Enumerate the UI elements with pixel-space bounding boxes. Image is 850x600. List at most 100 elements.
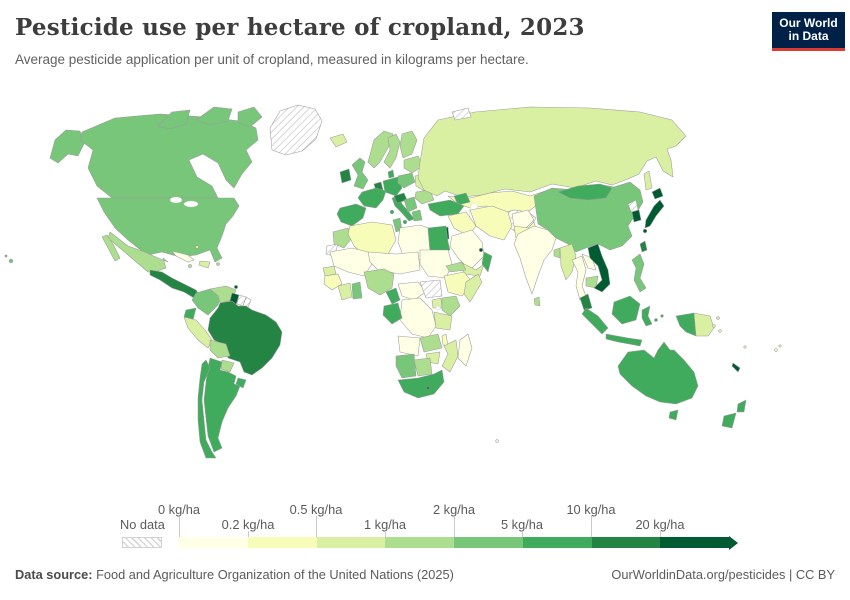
country-mexico-baja[interactable] <box>101 234 121 262</box>
country-trinidad[interactable] <box>234 285 238 289</box>
country-france[interactable] <box>357 187 387 209</box>
country-south-africa[interactable] <box>397 369 445 399</box>
country-fiji[interactable] <box>774 348 778 352</box>
country-morocco[interactable] <box>332 227 353 249</box>
country-ivory-coast[interactable] <box>337 282 353 301</box>
country-namibia[interactable] <box>395 353 417 379</box>
country-south-sudan[interactable] <box>419 279 443 299</box>
country-uk[interactable] <box>351 157 369 190</box>
country-central-african-republic[interactable] <box>397 281 427 301</box>
country-ghana[interactable] <box>351 281 363 300</box>
country-baltics[interactable] <box>403 155 424 174</box>
country-somalia[interactable] <box>463 273 483 303</box>
country-japan-kyushu[interactable] <box>642 228 648 234</box>
country-sudan[interactable] <box>419 249 453 279</box>
country-new-zealand-north[interactable] <box>736 399 747 413</box>
credit-link[interactable]: OurWorldinData.org/pesticides | CC BY <box>611 567 835 582</box>
country-laos[interactable] <box>581 253 597 271</box>
country-thailand[interactable] <box>571 255 587 301</box>
country-russia-sakhalin[interactable] <box>643 170 653 191</box>
country-jamaica[interactable] <box>188 264 192 268</box>
country-cuba[interactable] <box>171 250 195 263</box>
country-usa[interactable] <box>96 197 240 263</box>
legend-segment-2[interactable] <box>247 537 317 548</box>
country-kenya[interactable] <box>441 295 461 317</box>
country-senegal[interactable] <box>322 265 337 277</box>
country-mongolia[interactable] <box>557 183 613 201</box>
country-bahamas[interactable] <box>195 245 199 249</box>
country-hispaniola[interactable] <box>198 260 211 269</box>
country-borneo[interactable] <box>611 295 641 325</box>
country-argentina[interactable] <box>203 357 241 453</box>
country-indonesia-maluku-2[interactable] <box>660 314 664 318</box>
country-bangladesh[interactable] <box>553 247 561 259</box>
country-solomon-islands[interactable] <box>712 324 716 328</box>
country-saudi-arabia[interactable] <box>449 229 485 271</box>
country-indonesia-maluku[interactable] <box>654 318 658 322</box>
island-kerguelen[interactable] <box>495 439 499 443</box>
country-philippines[interactable] <box>631 253 647 293</box>
country-canada-arctic-1[interactable] <box>157 109 191 130</box>
country-cameroon[interactable] <box>385 287 401 305</box>
country-iran[interactable] <box>469 205 513 241</box>
country-japan-honshu[interactable] <box>644 199 665 229</box>
country-madagascar[interactable] <box>457 333 473 367</box>
country-greece[interactable] <box>411 209 423 222</box>
country-zambia[interactable] <box>419 333 443 353</box>
country-eritrea[interactable] <box>445 261 467 273</box>
country-gabon-congo[interactable] <box>382 302 403 325</box>
legend-segment-6[interactable] <box>522 537 592 548</box>
country-nigeria[interactable] <box>363 268 395 296</box>
country-italy-sicily[interactable] <box>402 219 408 225</box>
country-niger-chad[interactable] <box>367 251 421 275</box>
country-fiji-2[interactable] <box>778 344 782 348</box>
legend-segment-7[interactable] <box>591 537 661 548</box>
country-taiwan[interactable] <box>639 240 648 253</box>
country-central-america[interactable] <box>149 269 201 299</box>
country-mauritania-mali[interactable] <box>329 247 373 277</box>
country-arctic-islands[interactable] <box>451 107 472 121</box>
country-south-korea[interactable] <box>631 209 642 223</box>
country-chile[interactable] <box>197 359 217 459</box>
country-paraguay[interactable] <box>220 359 235 373</box>
legend-segment-5[interactable] <box>454 537 523 548</box>
country-caucasus[interactable] <box>453 192 471 206</box>
country-germany[interactable] <box>382 176 403 197</box>
country-denmark[interactable] <box>387 169 395 179</box>
country-brazil[interactable] <box>207 300 283 376</box>
country-japan-hokkaido[interactable] <box>651 187 664 200</box>
country-guinea[interactable] <box>323 273 343 291</box>
country-alaska[interactable] <box>49 129 85 164</box>
country-bolivia[interactable] <box>209 339 231 359</box>
country-uruguay[interactable] <box>235 377 247 389</box>
country-canada-arctic-2[interactable] <box>195 106 233 126</box>
country-canada-arctic-3[interactable] <box>237 106 263 128</box>
country-tasmania[interactable] <box>668 409 679 421</box>
country-finland[interactable] <box>399 130 418 159</box>
owid-logo[interactable]: Our World in Data <box>772 12 845 51</box>
country-italy-sardinia[interactable] <box>389 209 395 215</box>
country-puerto-rico[interactable] <box>216 262 220 266</box>
country-new-zealand-south[interactable] <box>721 412 737 429</box>
country-indonesia-sumatra[interactable] <box>581 307 609 335</box>
country-ireland[interactable] <box>339 168 352 184</box>
country-mexico[interactable] <box>107 231 169 273</box>
country-peru[interactable] <box>183 316 213 349</box>
country-india[interactable] <box>513 225 557 295</box>
country-angola[interactable] <box>397 335 421 357</box>
country-egypt[interactable] <box>427 225 451 253</box>
country-papua-new-guinea[interactable] <box>693 312 715 337</box>
legend-segment-3[interactable] <box>316 537 386 548</box>
country-hawaii-2[interactable] <box>4 254 8 258</box>
country-sweden[interactable] <box>383 133 401 169</box>
country-uae-qatar[interactable] <box>479 248 483 252</box>
country-lesotho[interactable] <box>425 385 431 391</box>
country-indonesia-java[interactable] <box>605 333 643 347</box>
country-afghanistan[interactable] <box>511 209 535 231</box>
country-vanuatu[interactable] <box>743 345 747 349</box>
country-mozambique[interactable] <box>441 339 459 373</box>
country-png-islands[interactable] <box>716 316 720 320</box>
legend-segment-4[interactable] <box>385 537 454 548</box>
country-balkans[interactable] <box>403 196 418 213</box>
country-solomon-islands-2[interactable] <box>718 329 722 333</box>
